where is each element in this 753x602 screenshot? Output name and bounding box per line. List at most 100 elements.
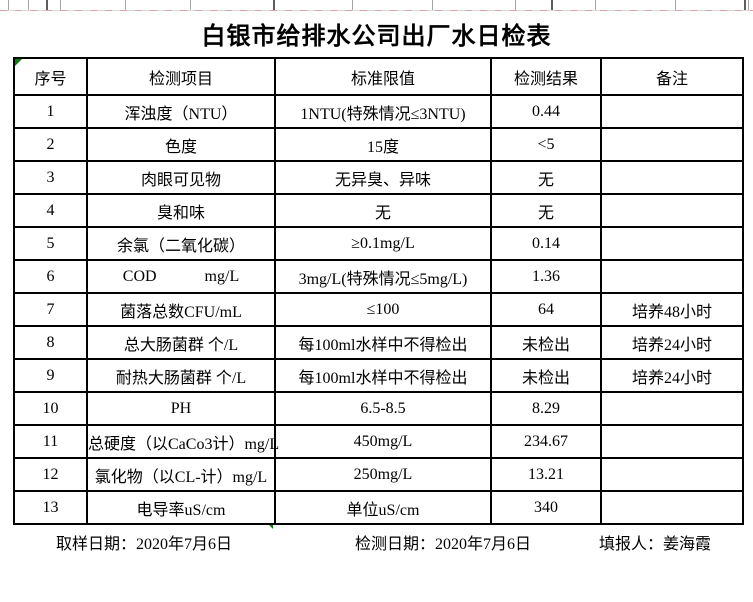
cell-no[interactable]: 1 xyxy=(13,94,88,129)
cell-remark[interactable] xyxy=(600,160,744,195)
header-cell-item[interactable]: 检测项目 xyxy=(86,57,276,96)
cell-limit[interactable]: ≥0.1mg/L xyxy=(274,226,492,261)
cell-limit[interactable]: 每100ml水样中不得检出 xyxy=(274,358,492,393)
grid-tick xyxy=(352,0,353,10)
cell-item[interactable]: 总大肠菌群 个/L xyxy=(86,325,276,360)
cell-result[interactable]: 1.36 xyxy=(490,259,602,294)
cell-item[interactable]: 臭和味 xyxy=(86,193,276,228)
cell-no[interactable]: 6 xyxy=(13,259,88,294)
header-cell-result[interactable]: 检测结果 xyxy=(490,57,602,96)
cell-result[interactable]: 未检出 xyxy=(490,325,602,360)
table-row: 2 色度 15度 <5 xyxy=(13,127,744,162)
cell-item[interactable]: COD mg/L xyxy=(86,259,276,294)
grid-tick xyxy=(46,0,48,10)
table-row: 7 菌落总数CFU/mL ≤100 64 培养48小时 xyxy=(13,292,744,327)
table-row: 9 耐热大肠菌群 个/L 每100ml水样中不得检出 未检出 培养24小时 xyxy=(13,358,744,393)
cell-error-indicator-icon xyxy=(267,523,273,529)
cell-limit[interactable]: 15度 xyxy=(274,127,492,162)
cell-result[interactable]: 0.44 xyxy=(490,94,602,129)
cell-remark[interactable] xyxy=(600,424,744,459)
cell-limit[interactable]: 250mg/L xyxy=(274,457,492,492)
cell-item[interactable]: 氯化物（以CL-计）mg/L xyxy=(86,457,276,492)
cell-no[interactable]: 9 xyxy=(13,358,88,393)
grid-tick xyxy=(744,0,746,10)
cell-item[interactable]: 总硬度（以CaCo3计）mg/L xyxy=(86,424,279,459)
daily-check-table: 序号 检测项目 标准限值 检测结果 备注 1 浑浊度（NTU） 1NTU(特殊情况≤… xyxy=(13,57,744,525)
cell-item[interactable]: 肉眼可见物 xyxy=(86,160,276,195)
cell-no[interactable]: 7 xyxy=(13,292,88,327)
cell-limit[interactable]: 无 xyxy=(274,193,492,228)
grid-tick xyxy=(675,0,676,10)
grid-tick xyxy=(28,0,29,10)
cell-item[interactable]: 余氯（二氧化碳） xyxy=(86,226,276,261)
header-cell-limit[interactable]: 标准限值 xyxy=(274,57,492,96)
header-cell-no[interactable]: 序号 xyxy=(13,57,88,96)
cell-item[interactable]: 菌落总数CFU/mL xyxy=(86,292,276,327)
cell-result[interactable]: <5 xyxy=(490,127,602,162)
cell-no[interactable]: 13 xyxy=(13,490,88,525)
cell-limit[interactable]: 3mg/L(特殊情况≤5mg/L) xyxy=(274,259,492,294)
cell-result[interactable]: 无 xyxy=(490,160,602,195)
cell-item[interactable]: 色度 xyxy=(86,127,276,162)
cell-remark[interactable] xyxy=(600,193,744,228)
cell-item[interactable]: 电导率uS/cm xyxy=(86,490,276,525)
spreadsheet-grid-remnant xyxy=(0,0,753,11)
cell-limit[interactable]: 无异臭、异味 xyxy=(274,160,492,195)
grid-tick xyxy=(273,0,275,10)
results-table-body: 1 浑浊度（NTU） 1NTU(特殊情况≤3NTU) 0.44 2 色度 15度 <5 3 肉眼可… xyxy=(13,94,744,525)
grid-tick xyxy=(748,0,749,10)
cell-result[interactable]: 无 xyxy=(490,193,602,228)
cell-remark[interactable] xyxy=(600,457,744,492)
grid-tick xyxy=(551,0,553,10)
table-row: 10 PH 6.5-8.5 8.29 xyxy=(13,391,744,426)
grid-tick xyxy=(515,0,516,10)
table-row: 5 余氯（二氧化碳） ≥0.1mg/L 0.14 xyxy=(13,226,744,261)
cell-no[interactable]: 8 xyxy=(13,325,88,360)
cell-remark[interactable]: 培养48小时 xyxy=(600,292,744,327)
cell-no[interactable]: 4 xyxy=(13,193,88,228)
cell-result[interactable]: 未检出 xyxy=(490,358,602,393)
header-cell-remark[interactable]: 备注 xyxy=(600,57,744,96)
cell-item[interactable]: 耐热大肠菌群 个/L xyxy=(86,358,276,393)
page-title[interactable]: 白银市给排水公司出厂水日检表 xyxy=(201,24,552,50)
cell-no[interactable]: 2 xyxy=(13,127,88,162)
grid-tick xyxy=(8,0,9,10)
table-header-row: 序号 检测项目 标准限值 检测结果 备注 xyxy=(13,57,744,96)
cell-item[interactable]: PH xyxy=(86,391,276,426)
cell-remark[interactable] xyxy=(600,226,744,261)
cell-remark[interactable]: 培养24小时 xyxy=(600,325,744,360)
sampling-date-text[interactable]: 取样日期：2020年7月6日 xyxy=(56,536,233,553)
cell-remark[interactable] xyxy=(600,127,744,162)
grid-tick xyxy=(432,0,433,10)
cell-result[interactable]: 8.29 xyxy=(490,391,602,426)
grid-tick xyxy=(125,0,126,10)
cell-no[interactable]: 12 xyxy=(13,457,88,492)
cell-result[interactable]: 64 xyxy=(490,292,602,327)
cell-limit[interactable]: 6.5-8.5 xyxy=(274,391,492,426)
cell-no[interactable]: 3 xyxy=(13,160,88,195)
cell-result[interactable]: 0.14 xyxy=(490,226,602,261)
cell-result[interactable]: 234.67 xyxy=(490,424,602,459)
cell-remark[interactable] xyxy=(600,259,744,294)
cell-no[interactable]: 10 xyxy=(13,391,88,426)
cell-remark[interactable]: 培养24小时 xyxy=(600,358,744,393)
cell-result[interactable]: 13.21 xyxy=(490,457,602,492)
footer-line: 取样日期：2020年7月6日 检测日期：2020年7月6日 填报人：姜海霞 xyxy=(0,530,753,553)
table-row: 3 肉眼可见物 无异臭、异味无 xyxy=(13,160,744,195)
cell-limit[interactable]: 每100ml水样中不得检出 xyxy=(274,325,492,360)
cell-remark[interactable] xyxy=(600,94,744,129)
cell-remark[interactable] xyxy=(600,391,744,426)
table-row: 11 总硬度（以CaCo3计）mg/L 450mg/L 234.67 xyxy=(13,424,744,459)
cell-no[interactable]: 11 xyxy=(13,424,88,459)
table-row: 4 臭和味无无 xyxy=(13,193,744,228)
cell-limit[interactable]: 1NTU(特殊情况≤3NTU) xyxy=(274,94,492,129)
cell-no[interactable]: 5 xyxy=(13,226,88,261)
cell-limit[interactable]: 单位uS/cm xyxy=(274,490,492,525)
cell-limit[interactable]: 450mg/L xyxy=(274,424,492,459)
test-date-text[interactable]: 检测日期：2020年7月6日 xyxy=(355,536,532,553)
reporter-text[interactable]: 填报人：姜海霞 xyxy=(599,536,712,553)
cell-remark[interactable] xyxy=(600,490,744,525)
cell-limit[interactable]: ≤100 xyxy=(274,292,492,327)
cell-result[interactable]: 340 xyxy=(490,490,602,525)
cell-item[interactable]: 浑浊度（NTU） xyxy=(86,94,276,129)
